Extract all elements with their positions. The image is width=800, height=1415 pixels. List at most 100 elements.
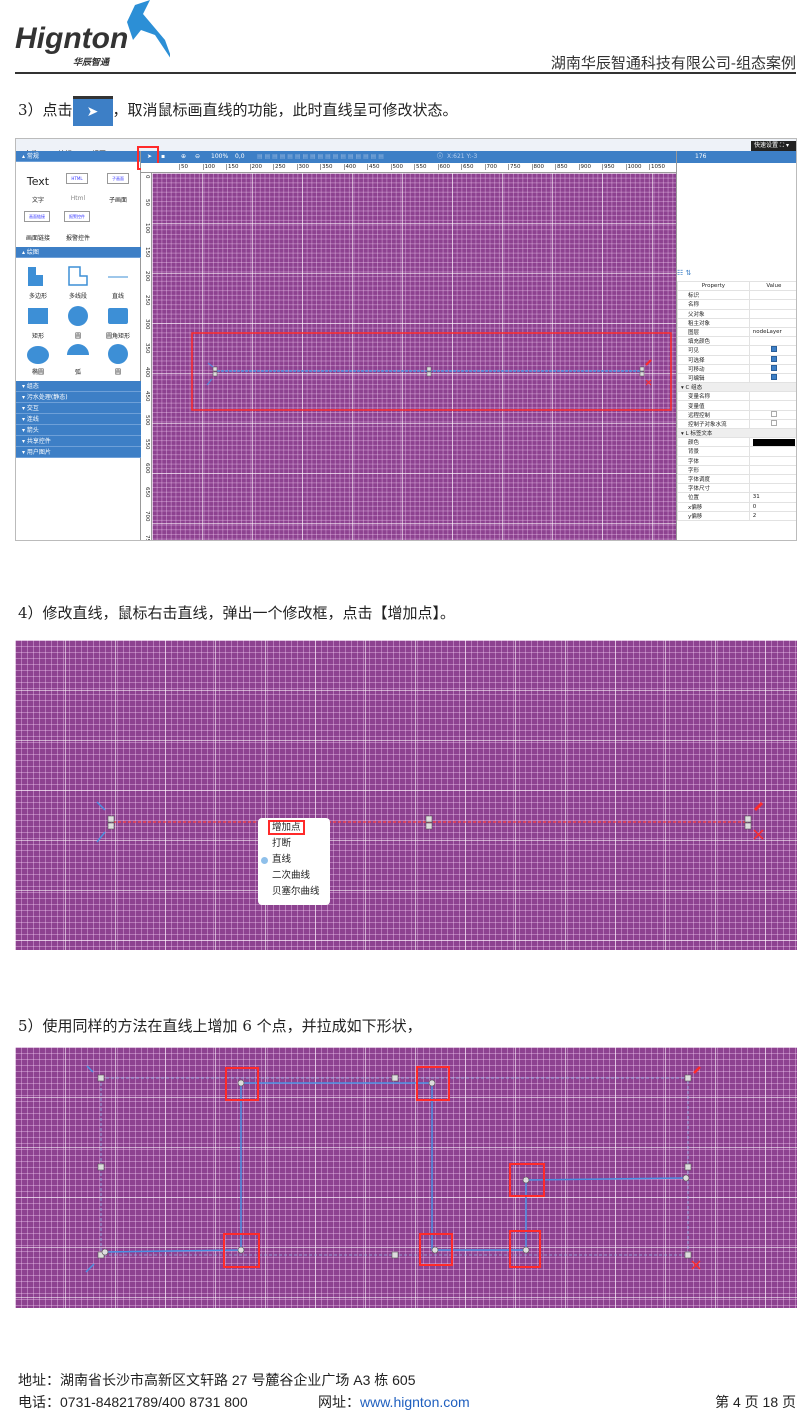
section-draw[interactable]: ▴ 绘图 [16, 247, 141, 258]
property-value-cell[interactable] [748, 437, 796, 448]
property-row[interactable]: 字体尺寸 [677, 483, 796, 494]
property-row[interactable]: 标识 [677, 290, 796, 301]
property-row[interactable]: y偏移 2 [677, 510, 796, 521]
property-row[interactable]: 名称 [677, 299, 796, 310]
selected-dot-icon [261, 857, 268, 864]
property-row[interactable]: 可选择 [677, 354, 796, 365]
property-value-cell[interactable] [748, 290, 796, 301]
property-row[interactable]: 租主对象 [677, 317, 796, 328]
property-value-cell[interactable] [748, 446, 796, 457]
context-menu-screenshot[interactable] [15, 640, 797, 950]
checkbox[interactable] [770, 346, 777, 353]
info-icon[interactable]: ⓘ [437, 153, 444, 160]
property-row[interactable]: 颜色 [677, 437, 796, 448]
checkbox[interactable] [770, 364, 777, 371]
checkbox[interactable] [770, 373, 777, 380]
menu-item-add-point[interactable]: 增加点 [258, 820, 330, 836]
property-value-cell[interactable] [748, 391, 796, 402]
property-value-cell[interactable] [748, 317, 796, 328]
property-row[interactable]: 变量名称 [677, 391, 796, 402]
property-value-cell[interactable] [748, 299, 796, 310]
checkbox[interactable] [770, 355, 777, 362]
section-config[interactable]: ▾ 组态 [16, 381, 141, 392]
checkbox[interactable] [770, 410, 777, 417]
sort-icons[interactable]: ☷ ⇅ [677, 269, 692, 277]
zoom-in-icon[interactable]: ⊕ [181, 153, 187, 160]
property-row[interactable]: 父对象 [677, 308, 796, 319]
section-general[interactable]: ▴ 常规 [16, 151, 140, 162]
property-row[interactable]: 变量值 [677, 400, 796, 411]
section-arrow[interactable]: ▾ 箭头 [16, 425, 141, 436]
property-value-cell[interactable] [748, 336, 796, 347]
html-tool-preview[interactable]: HTML [66, 173, 88, 184]
property-group[interactable]: ▾ C 组态 [677, 382, 796, 393]
property-group[interactable]: ▾ L 标签文本 [677, 427, 796, 439]
property-row[interactable]: 可见 [677, 345, 796, 356]
property-value-cell[interactable] [748, 409, 796, 420]
property-row[interactable]: 可编辑 [677, 372, 796, 384]
property-value-cell[interactable] [748, 418, 796, 430]
property-value-cell[interactable]: nodeLayer [748, 326, 796, 338]
ruler-tick: 850 [555, 164, 568, 170]
ruler-tick: 400 [343, 164, 356, 170]
edit-icon [753, 801, 764, 812]
ruler-tick: 900 [578, 164, 591, 170]
pointer-tool-button[interactable]: ➤ [147, 153, 153, 160]
menu-item-break[interactable]: 打断 [272, 838, 292, 849]
alarm-tool-preview[interactable]: 报警控件 [64, 211, 90, 222]
section-sewage[interactable]: ▾ 污水处理(静态) [16, 392, 141, 403]
property-row[interactable]: 背景 [677, 446, 796, 457]
quick-settings-button[interactable]: 快速设置 ⛶ ▾ [751, 141, 796, 151]
text-tool-preview[interactable]: Text [26, 175, 50, 188]
checkbox[interactable] [770, 419, 777, 426]
zoom-out-icon[interactable]: ⊖ [195, 153, 201, 160]
property-row[interactable]: 位置 31 [677, 492, 796, 503]
property-value-cell[interactable]: 0 [748, 501, 796, 512]
section-interact[interactable]: ▾ 交互 [16, 403, 141, 414]
section-connector[interactable]: ▾ 连线 [16, 414, 141, 425]
property-value-cell[interactable]: 31 [748, 492, 796, 503]
canvas[interactable] [152, 173, 676, 540]
section-shared[interactable]: ▾ 共享控件 [16, 436, 141, 447]
step-3-prefix: 3）点击 [18, 101, 73, 119]
property-value-cell[interactable] [748, 455, 796, 466]
property-value-cell[interactable] [748, 372, 796, 384]
property-row[interactable]: 字体调度 [677, 473, 796, 485]
property-row[interactable]: ▾ L 标签文本 [677, 427, 796, 439]
property-value-cell[interactable] [748, 483, 796, 494]
property-row[interactable]: x偏移 0 [677, 501, 796, 512]
property-value-cell[interactable]: 2 [748, 510, 796, 521]
menu-item-straight-line[interactable]: 直线 [258, 852, 330, 868]
property-value-cell[interactable] [748, 473, 796, 485]
menu-item-bezier-curve[interactable]: 贝塞尔曲线 [272, 886, 320, 897]
property-row[interactable]: 字形 [677, 464, 796, 475]
polyline-screenshot[interactable] [15, 1047, 797, 1308]
property-row[interactable]: 图层 nodeLayer [677, 326, 796, 338]
property-row[interactable]: 远程控制 [677, 409, 796, 420]
menu-item-quadratic-curve[interactable]: 二次曲线 [272, 870, 311, 881]
save-icon[interactable]: ▪ [161, 153, 166, 160]
link-tool-preview[interactable]: 画面链接 [24, 211, 50, 222]
align-tools-icon[interactable]: ▤ ▤ ▤ ▤ ▤ ▤ ▤ ▤ ▤ ▤ ▤ ▤ ▤ ▤ ▤ ▤ ▤ [257, 153, 384, 160]
subscreen-tool-preview[interactable]: 子画面 [107, 173, 129, 184]
property-value-cell[interactable] [748, 354, 796, 365]
left-panel: ▴ 常规 Text 文字 HTML Html 子画面 子画面 画面链接 画面链接… [16, 151, 141, 540]
company-title: 湖南华辰智通科技有限公司-组态案例 [550, 54, 796, 72]
section-label: 污水处理(静态) [26, 394, 68, 401]
property-row[interactable]: ▾ C 组态 [677, 382, 796, 393]
handle [425, 822, 433, 830]
color-swatch[interactable] [752, 438, 795, 446]
website-link[interactable]: www.hignton.com [360, 1394, 470, 1410]
property-value-cell[interactable] [748, 363, 796, 374]
property-row[interactable]: 可移动 [677, 363, 796, 374]
property-value-cell[interactable] [748, 400, 796, 411]
property-row[interactable]: 填充颜色 [677, 336, 796, 347]
section-draw-label: 绘图 [26, 249, 39, 256]
property-value-cell[interactable] [748, 308, 796, 319]
property-value-cell[interactable] [748, 464, 796, 475]
property-row[interactable]: 字体 [677, 455, 796, 466]
property-row[interactable]: 控制子对象水流 [677, 418, 796, 430]
property-name: 父对象 [677, 308, 750, 319]
section-user-images[interactable]: ▾ 用户图片 [16, 447, 141, 458]
property-value-cell[interactable] [748, 345, 796, 356]
